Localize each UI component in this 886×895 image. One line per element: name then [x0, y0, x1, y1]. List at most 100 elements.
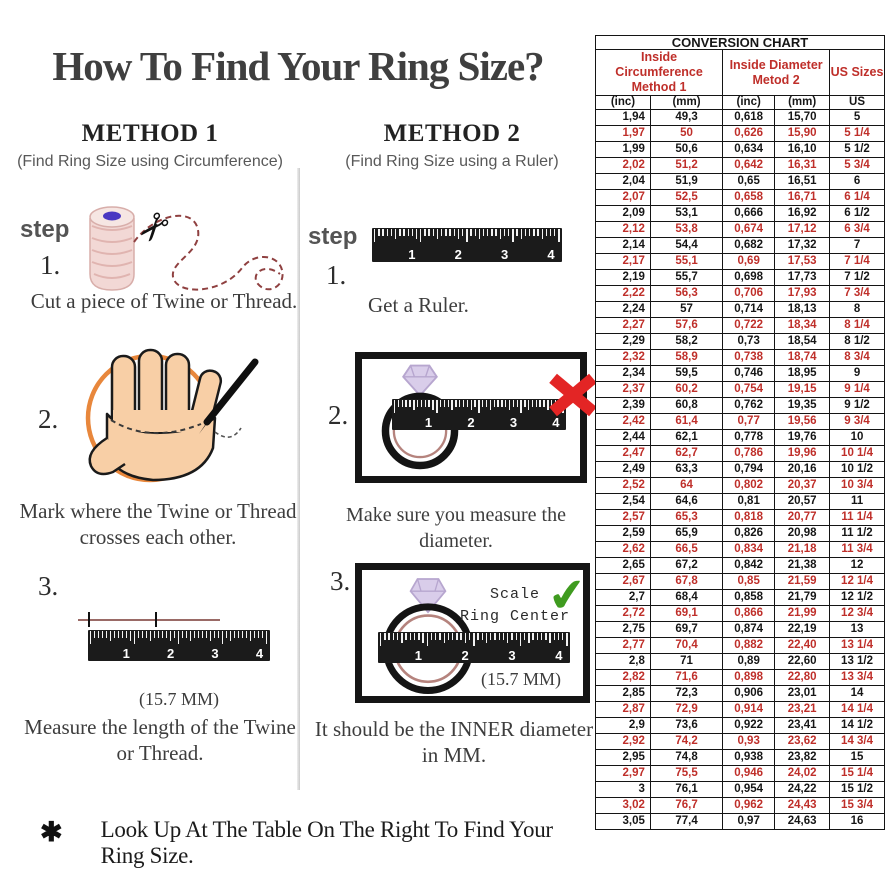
table-cell: 16,31	[774, 157, 831, 174]
table-cell: 8 3/4	[829, 349, 885, 366]
table-cell: 3,02	[595, 797, 651, 814]
table-cell: 0,906	[722, 685, 776, 702]
table-cell: 0,89	[722, 653, 776, 670]
conversion-table-body: CONVERSION CHART Inside Circumference Me…	[594, 35, 885, 830]
method2-step3-text: It should be the INNER diameter in MM.	[314, 717, 594, 767]
table-cell: 55,7	[649, 269, 724, 286]
table-cell: 0,754	[722, 381, 776, 398]
table-cell: 58,9	[649, 349, 724, 366]
table-cell: 0,914	[722, 701, 776, 718]
table-cell: 2,75	[595, 621, 651, 638]
table-cell: 0,738	[722, 349, 776, 366]
table-cell: 16	[829, 813, 885, 830]
table-cell: 22,19	[774, 621, 831, 638]
table-row: 1,94 49,3 0,618 15,70 5	[595, 109, 885, 126]
thread-curl	[133, 214, 284, 291]
table-caption-row: CONVERSION CHART	[595, 35, 885, 50]
table-cell: 12 1/4	[829, 573, 885, 590]
subheader-mm2: (mm)	[774, 95, 831, 110]
method1-step3-number: 3.	[38, 571, 59, 601]
method2-mm-note: (15.7 MM)	[481, 669, 561, 689]
table-cell: 1,94	[595, 109, 651, 126]
table-caption: CONVERSION CHART	[595, 35, 885, 50]
table-cell: 71,6	[649, 669, 724, 686]
conversion-table: CONVERSION CHART Inside Circumference Me…	[594, 35, 885, 830]
table-row: 2,49 63,3 0,794 20,16 10 1/2	[595, 461, 885, 478]
table-cell: 2,02	[595, 157, 651, 174]
table-cell: 0,762	[722, 397, 776, 414]
table-row: 2,8 71 0,89 22,60 13 1/2	[595, 653, 885, 670]
table-cell: 63,3	[649, 461, 724, 478]
table-cell: 6 3/4	[829, 221, 885, 238]
table-row: 2,32 58,9 0,738 18,74 8 3/4	[595, 349, 885, 366]
spool-core	[103, 211, 121, 221]
table-cell: 0,946	[722, 765, 776, 782]
table-cell: 24,02	[774, 765, 831, 782]
table-row: 2,17 55,1 0,69 17,53 7 1/4	[595, 253, 885, 270]
table-cell: 6	[829, 173, 885, 190]
table-cell: 19,35	[774, 397, 831, 414]
table-cell: 0,81	[722, 493, 776, 510]
check-icon: ✔	[545, 566, 590, 624]
twine-spool-illustration	[89, 206, 284, 291]
table-cell: 0,866	[722, 605, 776, 622]
table-row: 2,95 74,8 0,938 23,82 15	[595, 749, 885, 766]
table-row: 2,87 72,9 0,914 23,21 14 1/4	[595, 701, 885, 718]
table-cell: 52,5	[649, 189, 724, 206]
table-cell: 15,70	[774, 109, 831, 126]
table-cell: 0,722	[722, 317, 776, 334]
table-subheader-row: (inc) (mm) (inc) (mm) US	[595, 95, 885, 110]
table-cell: 67,2	[649, 557, 724, 574]
ring-icon	[381, 364, 459, 470]
table-cell: 0,922	[722, 717, 776, 734]
table-cell: 2,42	[595, 413, 651, 430]
table-row: 1,97 50 0,626 15,90 5 1/4	[595, 125, 885, 142]
table-cell: 2,57	[595, 509, 651, 526]
table-cell: 2,87	[595, 701, 651, 718]
table-cell: 9 1/4	[829, 381, 885, 398]
pen-icon	[203, 358, 259, 426]
table-cell: 5 3/4	[829, 157, 885, 174]
table-cell: 20,16	[774, 461, 831, 478]
table-cell: 10 1/4	[829, 445, 885, 462]
table-cell: 13 1/2	[829, 653, 885, 670]
table-row: 3 76,1 0,954 24,22 15 1/2	[595, 781, 885, 798]
table-cell: 20,57	[774, 493, 831, 510]
table-cell: 0,962	[722, 797, 776, 814]
table-cell: 3	[595, 781, 651, 798]
table-cell: 8 1/4	[829, 317, 885, 334]
table-row: 2,47 62,7 0,786 19,96 10 1/4	[595, 445, 885, 462]
table-cell: 0,626	[722, 125, 776, 142]
method2-heading: METHOD 2	[383, 120, 521, 147]
table-row: 2,92 74,2 0,93 23,62 14 3/4	[595, 733, 885, 750]
wrong-x-icon	[549, 367, 597, 421]
table-cell: 57	[649, 301, 724, 318]
table-cell: 2,7	[595, 589, 651, 606]
table-cell: 77,4	[649, 813, 724, 830]
table-cell: 0,698	[722, 269, 776, 286]
subheader-inc2: (inc)	[722, 95, 776, 110]
table-cell: 70,4	[649, 637, 724, 654]
table-cell: 17,32	[774, 237, 831, 254]
table-cell: 0,834	[722, 541, 776, 558]
table-cell: 24,22	[774, 781, 831, 798]
table-cell: 2,07	[595, 189, 651, 206]
table-cell: 51,9	[649, 173, 724, 190]
table-cell: 69,7	[649, 621, 724, 638]
diamond-icon	[402, 364, 438, 397]
table-cell: 7 1/4	[829, 253, 885, 270]
table-row: 2,7 68,4 0,858 21,79 12 1/2	[595, 589, 885, 606]
page-title: How To Find Your Ring Size?	[52, 43, 544, 89]
table-cell: 15 1/2	[829, 781, 885, 798]
table-cell: 2,04	[595, 173, 651, 190]
table-cell: 22,40	[774, 637, 831, 654]
table-row: 2,09 53,1 0,666 16,92 6 1/2	[595, 205, 885, 222]
method2-step1-number: 1.	[326, 260, 347, 290]
table-cell: 2,65	[595, 557, 651, 574]
table-cell: 7	[829, 237, 885, 254]
table-row: 2,19 55,7 0,698 17,73 7 1/2	[595, 269, 885, 286]
table-cell: 67,8	[649, 573, 724, 590]
